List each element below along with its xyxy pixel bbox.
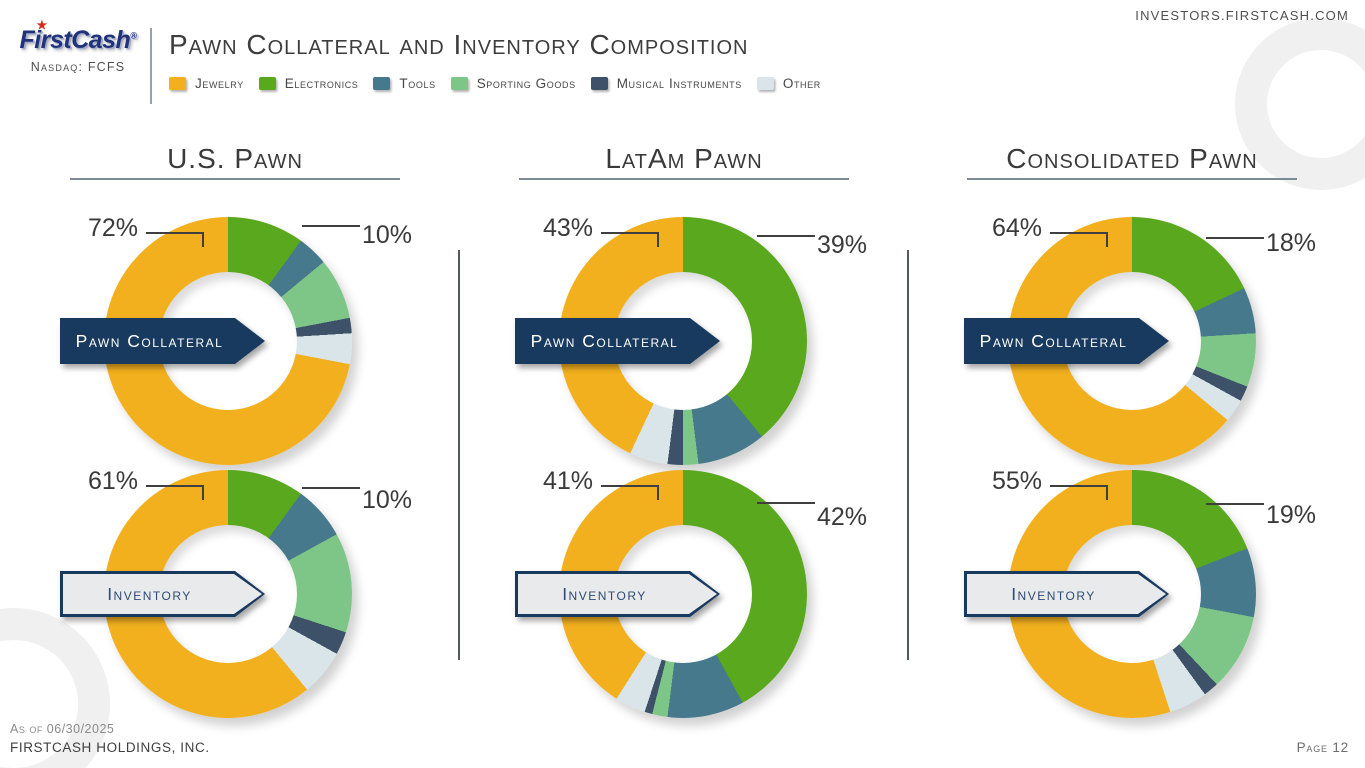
legend-label: Electronics xyxy=(284,76,359,91)
pawn-collateral-banner: Pawn Collateral xyxy=(515,318,720,364)
legend-label: Other xyxy=(782,76,821,91)
leader-line xyxy=(302,225,360,227)
inventory-banner: Inventory xyxy=(964,571,1169,617)
banner-arrow-shape xyxy=(964,318,1169,364)
column-header-latam-pawn: LatAm Pawn xyxy=(519,143,849,180)
banner-arrow-shape xyxy=(60,571,265,617)
leader-line xyxy=(1050,485,1107,487)
electronics-percent-label: 42% xyxy=(817,503,868,531)
leader-line xyxy=(601,485,658,487)
pawn-collateral-banner: Pawn Collateral xyxy=(60,318,265,364)
leader-line xyxy=(302,487,360,489)
leader-line xyxy=(1106,232,1108,247)
star-icon: ★ xyxy=(36,18,48,32)
banner-arrow-shape xyxy=(60,318,265,364)
leader-line xyxy=(657,485,659,500)
tools-swatch-icon xyxy=(373,77,391,90)
electronics-percent-label: 18% xyxy=(1266,229,1317,257)
leader-line xyxy=(1106,485,1108,500)
electronics-percent-label: 19% xyxy=(1266,501,1317,529)
banner-label: Pawn Collateral xyxy=(75,330,224,351)
legend: Jewelry Electronics Tools Sporting Goods… xyxy=(169,76,821,91)
as-of-date: As of 06/30/2025 xyxy=(10,722,115,736)
jewelry-percent-label: 55% xyxy=(991,467,1042,495)
registered-mark: ® xyxy=(130,30,137,41)
leader-line xyxy=(757,235,815,237)
brand-wordmark: ★ FirstCash® xyxy=(19,18,137,54)
banner-label: Pawn Collateral xyxy=(530,330,679,351)
inventory-banner: Inventory xyxy=(515,571,720,617)
electronics-percent-label: 10% xyxy=(362,486,413,514)
electronics-percent-label: 39% xyxy=(817,231,868,259)
legend-item-sporting-goods: Sporting Goods xyxy=(450,76,576,91)
legend-item-electronics: Electronics xyxy=(258,76,359,91)
leader-line xyxy=(146,232,203,234)
firstcash-logo: ★ FirstCash® Nasdaq: FCFS xyxy=(12,18,144,74)
footer-company-name: FIRSTCASH HOLDINGS, INC. xyxy=(10,740,210,755)
chart-cell-latam-pawn-collateral: 43% 39% Pawn Collateral xyxy=(473,206,893,476)
chart-cell-us-pawn-inventory: 61% 10% Inventory xyxy=(18,459,438,729)
column-header-consolidated-pawn: Consolidated Pawn xyxy=(967,143,1297,180)
banner-label: Inventory xyxy=(1011,583,1096,604)
jewelry-percent-label: 43% xyxy=(542,214,593,242)
banner-arrow-fill xyxy=(967,574,1166,614)
legend-label: Tools xyxy=(399,76,436,91)
column-header-us-pawn: U.S. Pawn xyxy=(70,143,400,180)
legend-label: Jewelry xyxy=(195,76,244,91)
leader-line xyxy=(202,232,204,247)
leader-line xyxy=(1206,503,1264,505)
jewelry-percent-label: 64% xyxy=(991,214,1042,242)
banner-arrow-shape xyxy=(515,571,720,617)
leader-line xyxy=(601,232,658,234)
leader-line xyxy=(202,485,204,500)
jewelry-swatch-icon xyxy=(169,77,186,90)
chart-cell-consolidated-pawn-inventory: 55% 19% Inventory xyxy=(922,459,1342,729)
chart-cell-latam-pawn-inventory: 41% 42% Inventory xyxy=(473,459,893,729)
musical-instruments-swatch-icon xyxy=(590,77,608,90)
banner-arrow-fill xyxy=(63,574,262,614)
header-divider xyxy=(150,28,152,104)
jewelry-percent-label: 72% xyxy=(87,214,138,242)
electronics-swatch-icon xyxy=(258,77,276,90)
nasdaq-ticker: Nasdaq: FCFS xyxy=(30,60,126,74)
inventory-banner: Inventory xyxy=(60,571,265,617)
pawn-collateral-banner: Pawn Collateral xyxy=(964,318,1169,364)
leader-line xyxy=(757,502,815,504)
banner-label: Pawn Collateral xyxy=(979,330,1128,351)
page-number: Page 12 xyxy=(1296,740,1349,755)
sporting-goods-swatch-icon xyxy=(450,77,468,90)
banner-arrow-fill xyxy=(518,574,717,614)
chart-cell-consolidated-pawn-collateral: 64% 18% Pawn Collateral xyxy=(922,206,1342,476)
electronics-percent-label: 10% xyxy=(362,221,413,249)
jewelry-percent-label: 41% xyxy=(542,467,593,495)
legend-label: Musical Instruments xyxy=(616,76,742,91)
banner-arrow-shape xyxy=(515,318,720,364)
column-divider-right xyxy=(907,250,909,660)
legend-label: Sporting Goods xyxy=(476,76,576,91)
leader-line xyxy=(657,232,659,247)
leader-line xyxy=(1050,232,1107,234)
banner-label: Inventory xyxy=(562,583,647,604)
legend-item-musical-instruments: Musical Instruments xyxy=(590,76,742,91)
leader-line xyxy=(1206,237,1264,239)
leader-line xyxy=(146,485,203,487)
investor-site-url: INVESTORS.FIRSTCASH.COM xyxy=(1135,8,1349,23)
legend-item-tools: Tools xyxy=(373,76,435,91)
jewelry-percent-label: 61% xyxy=(87,467,138,495)
column-divider-left xyxy=(458,250,460,660)
legend-item-other: Other xyxy=(756,76,821,91)
chart-cell-us-pawn-collateral: 72% 10% Pawn Collateral xyxy=(18,206,438,476)
other-swatch-icon xyxy=(756,77,774,90)
banner-arrow-shape xyxy=(964,571,1169,617)
banner-label: Inventory xyxy=(107,583,192,604)
legend-item-jewelry: Jewelry xyxy=(169,76,244,91)
page-title: Pawn Collateral and Inventory Compositio… xyxy=(169,29,749,60)
